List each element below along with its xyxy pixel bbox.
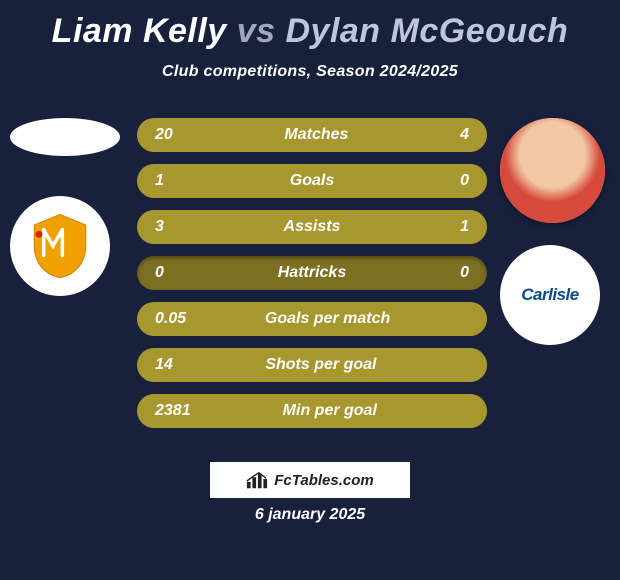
bar-value-left: 0 bbox=[155, 264, 164, 282]
mk-dons-icon bbox=[25, 211, 95, 281]
bar-fill-right bbox=[400, 210, 488, 244]
player1-club-badge bbox=[10, 196, 110, 296]
stat-bar-row: 0 Hattricks 0 bbox=[137, 256, 487, 290]
title-vs: vs bbox=[237, 12, 276, 50]
bar-fill-left bbox=[137, 348, 487, 382]
bar-content: 0 Hattricks 0 bbox=[140, 259, 484, 287]
right-avatars: Carlisle bbox=[500, 118, 610, 345]
watermark-text: FcTables.com bbox=[274, 472, 373, 489]
bar-fill-left bbox=[137, 394, 487, 428]
date-label: 6 january 2025 bbox=[255, 506, 365, 524]
face-placeholder-icon bbox=[500, 118, 605, 223]
player1-avatar bbox=[10, 118, 120, 156]
bar-fill-left bbox=[137, 210, 400, 244]
subtitle: Club competitions, Season 2024/2025 bbox=[0, 63, 620, 81]
bars-icon bbox=[246, 470, 268, 490]
stat-bar-row: 1Goals0 bbox=[137, 164, 487, 198]
stat-bar-row: 0.05Goals per match bbox=[137, 302, 487, 336]
comparison-title: Liam Kelly vs Dylan McGeouch bbox=[0, 0, 620, 51]
stat-bar-row: 20Matches4 bbox=[137, 118, 487, 152]
stat-bars: 20Matches4 1Goals0 3Assists1 0 Hattricks 0 0.0… bbox=[137, 118, 487, 440]
player2-name: Dylan McGeouch bbox=[285, 12, 568, 50]
watermark: FcTables.com bbox=[210, 462, 410, 498]
left-avatars bbox=[10, 118, 120, 296]
carlisle-badge-text: Carlisle bbox=[521, 285, 578, 305]
player1-name: Liam Kelly bbox=[52, 12, 227, 50]
bar-value-right: 0 bbox=[460, 264, 469, 282]
bar-label: Hattricks bbox=[278, 264, 346, 282]
stat-bar-row: 14Shots per goal bbox=[137, 348, 487, 382]
bar-fill-left bbox=[137, 118, 428, 152]
bar-fill-left bbox=[137, 302, 487, 336]
bar-fill-left bbox=[137, 164, 487, 198]
player2-club-badge: Carlisle bbox=[500, 245, 600, 345]
bar-fill-right bbox=[428, 118, 488, 152]
stat-bar-row: 2381Min per goal bbox=[137, 394, 487, 428]
stat-bar-row: 3Assists1 bbox=[137, 210, 487, 244]
player2-avatar bbox=[500, 118, 605, 223]
